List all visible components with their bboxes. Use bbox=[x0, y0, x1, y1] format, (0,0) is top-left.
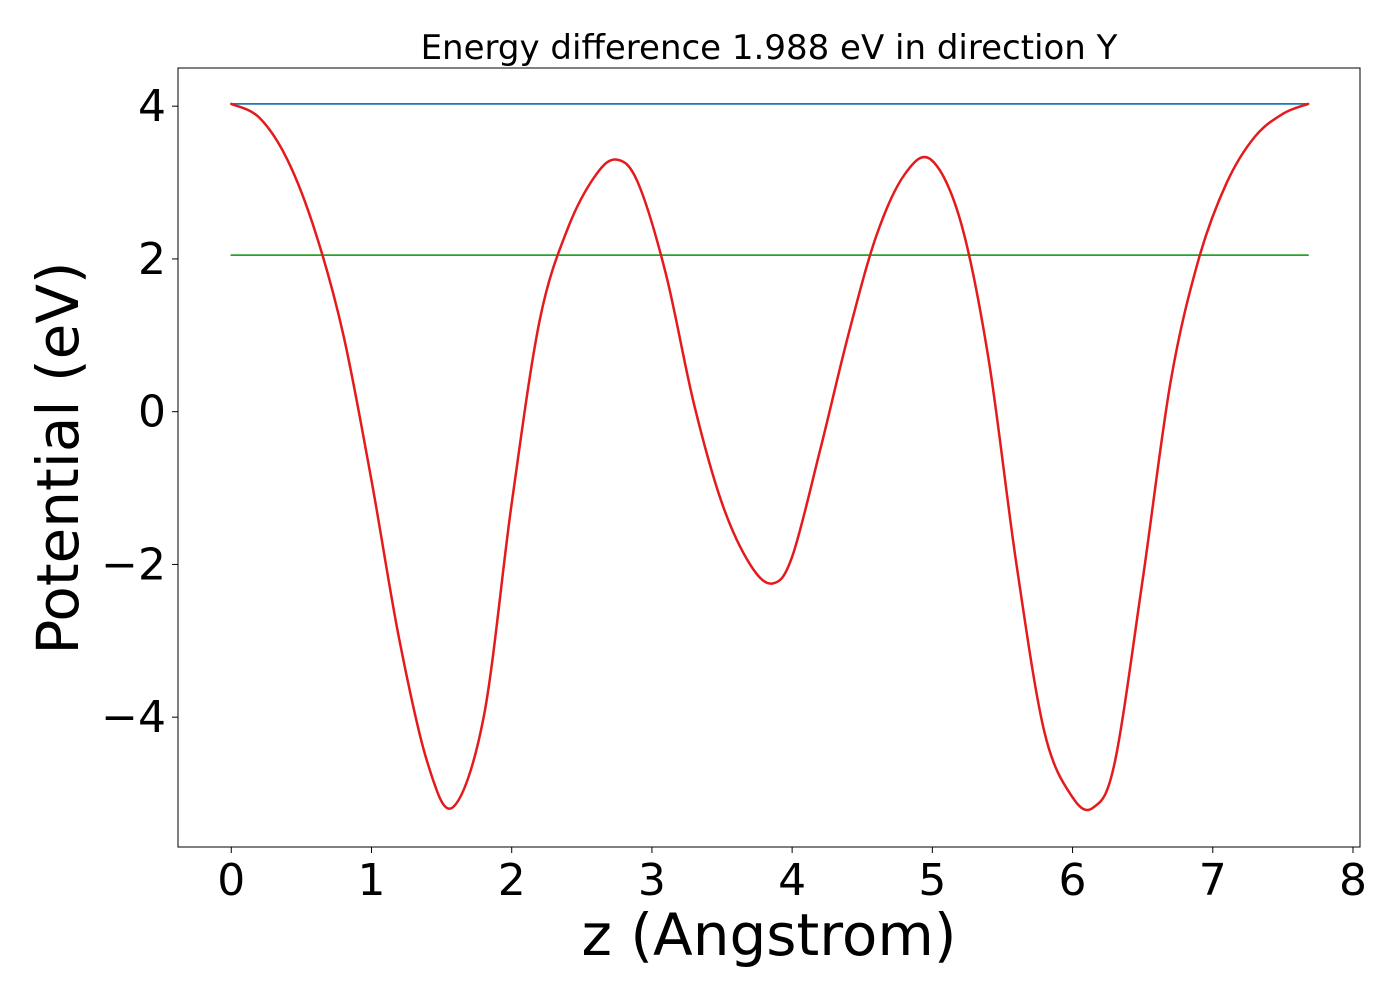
x-tick-label: 3 bbox=[638, 855, 666, 906]
x-tick-label: 5 bbox=[918, 855, 946, 906]
x-tick-label: 7 bbox=[1199, 855, 1227, 906]
x-tick-label: 6 bbox=[1059, 855, 1087, 906]
y-axis-label: Potential (eV) bbox=[24, 261, 92, 654]
y-tick-label: −4 bbox=[101, 692, 166, 743]
series-line-2 bbox=[230, 102, 1310, 812]
y-tick-label: 0 bbox=[138, 387, 166, 438]
x-axis-label: z (Angstrom) bbox=[582, 901, 957, 969]
x-tick-label: 0 bbox=[217, 855, 245, 906]
chart-title: Energy difference 1.988 eV in direction … bbox=[421, 28, 1118, 68]
x-tick-label: 4 bbox=[778, 855, 806, 906]
y-ticks: −4 −2 0 2 4 bbox=[101, 81, 178, 743]
x-tick-label: 2 bbox=[498, 855, 526, 906]
plot-lines bbox=[230, 102, 1310, 812]
x-tick-label: 8 bbox=[1339, 855, 1367, 906]
y-tick-label: 2 bbox=[138, 234, 166, 285]
x-ticks: 0 1 2 3 4 5 6 7 8 bbox=[217, 847, 1367, 906]
y-tick-label: 4 bbox=[138, 81, 166, 132]
y-tick-label: −2 bbox=[101, 539, 166, 590]
x-tick-label: 1 bbox=[357, 855, 385, 906]
plot-frame bbox=[177, 67, 1361, 848]
